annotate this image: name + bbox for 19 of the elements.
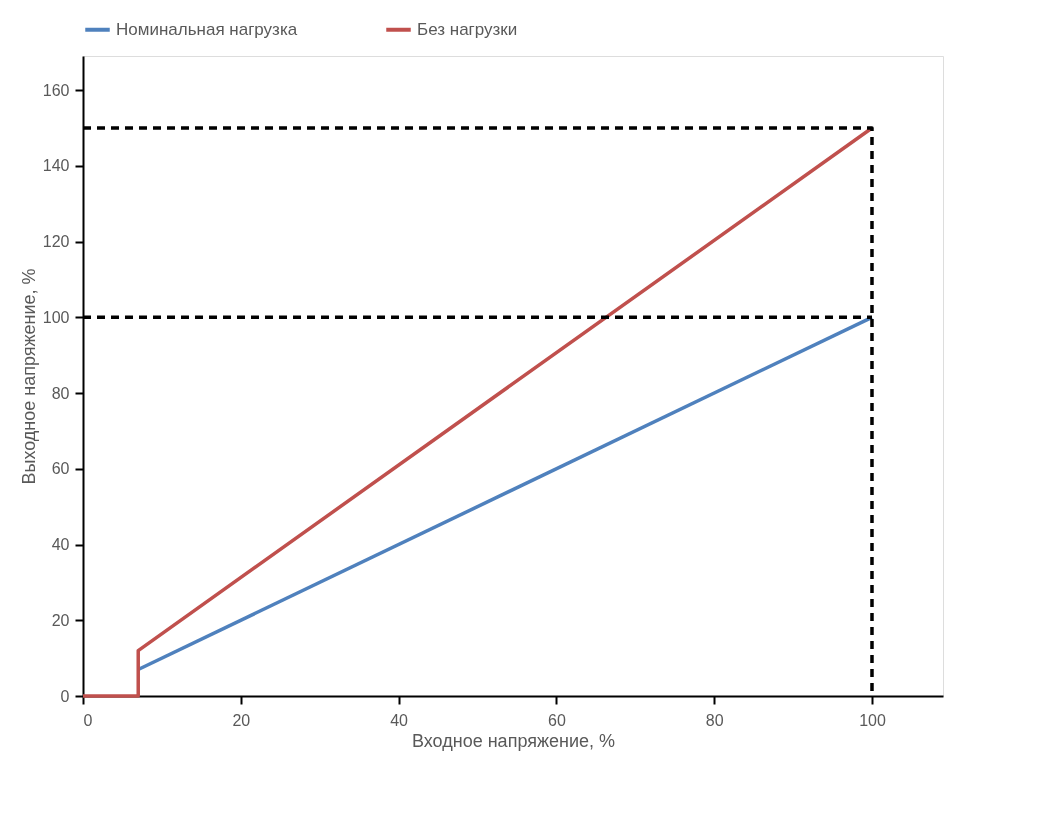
- x-tick-label: 40: [390, 711, 409, 729]
- y-tick-label: 120: [42, 233, 70, 251]
- y-tick-label: 80: [51, 384, 70, 402]
- x-tick-label: 20: [232, 711, 251, 729]
- x-tick-label: 60: [548, 711, 566, 729]
- y-axis-title: Выходное напряжение, %: [18, 268, 39, 485]
- y-tick-label: 100: [42, 308, 70, 326]
- x-tick-label: 80: [705, 711, 724, 729]
- x-axis-title: Входное напряжение, %: [411, 730, 616, 751]
- legend-label: Номинальная нагрузка: [116, 19, 298, 39]
- x-tick-label: 100: [859, 711, 886, 729]
- legend-label: Без нагрузки: [417, 19, 518, 39]
- y-tick-label: 60: [51, 460, 70, 478]
- y-tick-label: 20: [51, 611, 70, 629]
- y-tick-label: 160: [42, 81, 70, 99]
- y-tick-label: 140: [42, 157, 70, 175]
- y-tick-label: 0: [60, 687, 70, 705]
- y-tick-label: 40: [51, 536, 70, 554]
- x-tick-label: 0: [83, 711, 93, 729]
